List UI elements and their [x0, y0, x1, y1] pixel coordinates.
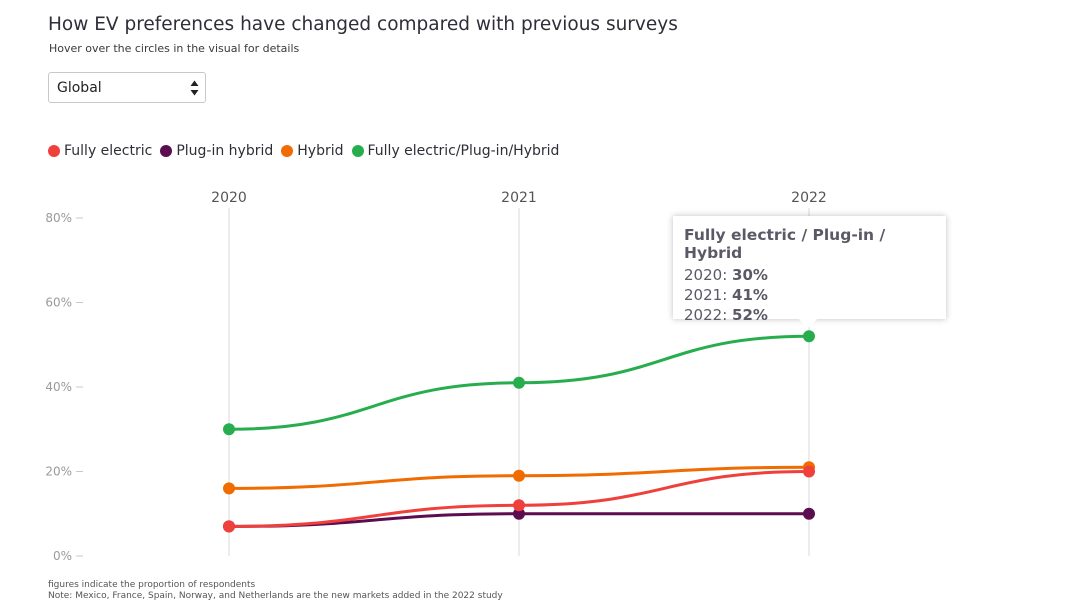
- tooltip-row: 2022: 52%: [684, 305, 935, 325]
- x-tick-label: 2020: [211, 190, 247, 206]
- tooltip-year: 2020: [684, 266, 723, 284]
- legend-label: Plug-in hybrid: [176, 143, 274, 159]
- select-arrows-icon: [190, 80, 199, 96]
- data-point: [803, 330, 815, 343]
- data-point: [513, 376, 525, 389]
- tooltip-sep: :: [722, 306, 733, 324]
- tooltip-year: 2022: [684, 306, 723, 324]
- tooltip-row: 2020: 30%: [684, 265, 935, 285]
- tooltip-pointer: [799, 319, 817, 328]
- data-point: [803, 465, 815, 478]
- legend-dot-icon: [48, 145, 60, 157]
- footnote-note: Note: Mexico, France, Spain, Norway, and…: [48, 591, 503, 601]
- x-tick-label: 2021: [501, 190, 537, 206]
- legend-item-combined[interactable]: Fully electric/Plug-in/Hybrid: [351, 143, 560, 159]
- tooltip-value: 52%: [732, 306, 768, 324]
- legend-item-fully-electric[interactable]: Fully electric: [48, 143, 152, 159]
- legend-label: Hybrid: [297, 143, 344, 159]
- data-point: [223, 423, 235, 436]
- y-tick-label: 60%: [45, 296, 72, 310]
- y-tick-label: 40%: [45, 380, 72, 394]
- footnote-respondents: figures indicate the proportion of respo…: [48, 580, 256, 590]
- legend-label: Fully electric/Plug-in/Hybrid: [367, 143, 560, 159]
- y-tick-label: 80%: [45, 211, 72, 225]
- tooltip-value: 41%: [732, 286, 768, 304]
- legend: Fully electric Plug-in hybrid Hybrid Ful…: [48, 142, 567, 160]
- legend-label: Fully electric: [64, 143, 153, 159]
- legend-item-plug-in-hybrid[interactable]: Plug-in hybrid: [160, 143, 273, 159]
- tooltip-row: 2021: 41%: [684, 285, 935, 305]
- y-tick-label: 20%: [45, 465, 72, 479]
- data-point: [803, 507, 815, 520]
- legend-dot-icon: [160, 145, 173, 157]
- legend-dot-icon: [281, 145, 294, 157]
- y-tick-label: 0%: [53, 549, 72, 563]
- data-point: [513, 507, 525, 520]
- data-tooltip: Fully electric / Plug-in / Hybrid 2020: …: [673, 216, 946, 328]
- data-point: [223, 482, 235, 495]
- x-tick-label: 2022: [791, 190, 827, 206]
- chart-subtitle: Hover over the circles in the visual for…: [49, 42, 300, 55]
- tooltip-year: 2021: [684, 286, 723, 304]
- tooltip-title: Fully electric / Plug-in / Hybrid: [684, 226, 886, 262]
- chart-title: How EV preferences have changed compared…: [48, 14, 678, 35]
- data-point: [513, 499, 525, 512]
- region-select[interactable]: Global: [48, 72, 206, 103]
- region-select-value: Global: [57, 80, 102, 96]
- tooltip-value: 30%: [732, 266, 768, 284]
- data-point: [223, 520, 235, 533]
- legend-dot-icon: [351, 145, 364, 157]
- tooltip-sep: :: [722, 266, 733, 284]
- tooltip-sep: :: [722, 286, 733, 304]
- data-point: [513, 469, 525, 482]
- legend-item-hybrid[interactable]: Hybrid: [281, 143, 344, 159]
